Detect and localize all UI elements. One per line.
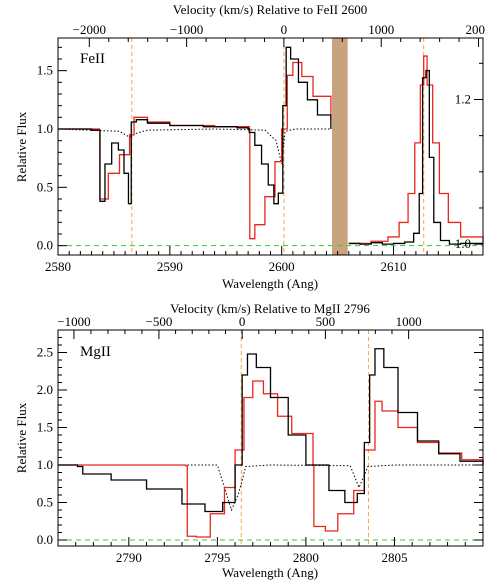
feii-series-red-histogram-0 [58, 61, 332, 240]
mgii-x-axis-title: Wavelength (Ang) [222, 565, 318, 580]
mgii-series-red-histogram-0 [58, 380, 484, 538]
feii-axis-ticks [57, 38, 484, 255]
feii-x-tick-label-2: 2600 [269, 259, 295, 274]
feii-top-tick-label-4: 2000 [466, 22, 485, 37]
mgii-axis-ticks [57, 330, 484, 546]
mgii-top-tick-label-1: −500 [146, 314, 173, 329]
mgii-y-tick-label-2: 1.0 [37, 457, 53, 472]
mgii-x-tick-label-2: 2800 [293, 550, 319, 565]
feii-series-dotted-0 [57, 128, 331, 165]
mgii-series-dotted-0 [58, 464, 483, 512]
mgii-series-black-histogram-0 [58, 348, 484, 513]
feii-gap-band [332, 38, 348, 255]
feii-right-tick-label-0: 1.0 [455, 236, 471, 251]
feii-series-black-histogram-1 [348, 69, 484, 245]
feii-panel: 2580 2590 2600 2610 −2000 −1000 0 1000 2000 0.0 0.… [14, 2, 485, 291]
feii-top-tick-label-0: −2000 [73, 22, 106, 37]
feii-panel-label: FeII [80, 51, 105, 67]
feii-top-tick-label-3: 1000 [368, 22, 394, 37]
feii-tick-labels: 2580 2590 2600 2610 −2000 −1000 0 1000 2000 0.0 0.… [37, 22, 485, 274]
mgii-y-tick-label-5: 2.5 [37, 345, 53, 360]
feii-y-tick-label-1: 0.5 [37, 179, 53, 194]
feii-top-tick-label-1: −1000 [170, 22, 203, 37]
mgii-top-tick-label-0: −1000 [57, 314, 90, 329]
feii-series-black-histogram-0 [58, 46, 332, 205]
mgii-panel: 2790 2795 2800 2805 −1000 −500 0 500 1000 0.0 0.5 1… [14, 301, 484, 580]
mgii-x-tick-label-3: 2805 [381, 550, 407, 565]
mgii-panel-label: MgII [80, 344, 111, 360]
feii-series [57, 46, 484, 245]
feii-x-tick-label-1: 2590 [157, 259, 183, 274]
feii-x-axis-title: Wavelength (Ang) [222, 276, 318, 291]
feii-y-axis-title: Relative Flux [14, 111, 29, 182]
feii-gap-band-rect [332, 38, 348, 255]
feii-x-tick-label-0: 2580 [45, 259, 71, 274]
mgii-y-tick-label-1: 0.5 [37, 495, 53, 510]
mgii-x-tick-label-1: 2795 [204, 550, 230, 565]
mgii-reference-lines [240, 330, 369, 546]
mgii-y-tick-label-0: 0.0 [37, 532, 53, 547]
mgii-top-tick-label-4: 1000 [396, 314, 422, 329]
feii-y-tick-label-3: 1.5 [37, 63, 53, 78]
feii-top-tick-label-2: 0 [281, 22, 288, 37]
feii-x-tick-label-3: 2610 [381, 259, 407, 274]
mgii-plot-frame [57, 329, 484, 547]
mgii-y-tick-label-4: 2.0 [37, 382, 53, 397]
mgii-top-tick-label-3: 500 [316, 314, 336, 329]
mgii-top-tick-label-2: 0 [239, 314, 246, 329]
feii-right-tick-label-1: 1.2 [455, 91, 471, 106]
mgii-x-tick-label-0: 2790 [116, 550, 142, 565]
feii-top-axis-title: Velocity (km/s) Relative to FeII 2600 [173, 2, 368, 17]
mgii-top-axis-title: Velocity (km/s) Relative to MgII 2796 [170, 301, 370, 316]
feii-y-tick-label-2: 1.0 [37, 121, 53, 136]
feii-y-tick-label-0: 0.0 [37, 238, 53, 253]
mgii-tick-labels: 2790 2795 2800 2805 −1000 −500 0 500 1000 0.0 0.5 1… [37, 314, 422, 565]
mgii-series [58, 348, 484, 538]
mgii-y-tick-label-3: 1.5 [37, 420, 53, 435]
feii-series-red-histogram-1 [348, 55, 484, 245]
mgii-y-axis-title: Relative Flux [14, 402, 29, 473]
